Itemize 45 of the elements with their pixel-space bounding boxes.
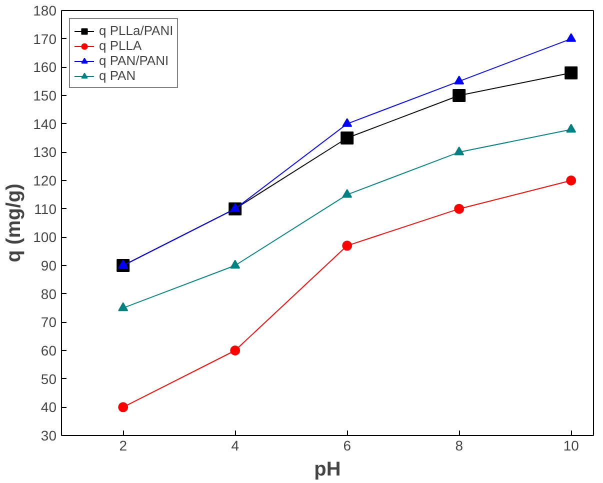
y-tick-label: 180 bbox=[33, 2, 57, 18]
point bbox=[230, 346, 240, 356]
x-tick-label: 4 bbox=[231, 438, 240, 454]
y-tick-label: 30 bbox=[40, 428, 57, 444]
y-tick-label: 110 bbox=[34, 200, 57, 217]
point bbox=[118, 260, 128, 269]
y-tick-label: 130 bbox=[33, 144, 57, 160]
legend-label: q PLLa/PANI bbox=[99, 23, 174, 38]
point bbox=[342, 118, 352, 127]
y-tick-label: 170 bbox=[33, 30, 57, 47]
point bbox=[564, 66, 578, 80]
point bbox=[566, 124, 576, 133]
point bbox=[566, 33, 576, 42]
y-tick-label: 50 bbox=[40, 370, 57, 387]
point bbox=[452, 89, 466, 102]
y-tick-label: 60 bbox=[40, 342, 57, 358]
y-tick-label: 150 bbox=[33, 88, 57, 104]
point bbox=[118, 402, 128, 412]
y-tick-label: 160 bbox=[33, 59, 57, 76]
x-tick-label: 2 bbox=[119, 438, 128, 454]
point bbox=[342, 240, 352, 251]
point bbox=[566, 176, 576, 186]
y-tick-label: 70 bbox=[40, 314, 57, 330]
point bbox=[454, 204, 464, 214]
point bbox=[342, 188, 352, 198]
point bbox=[230, 203, 240, 212]
x-tick-label: 6 bbox=[343, 438, 352, 454]
point bbox=[454, 146, 464, 156]
y-tick-label: 80 bbox=[40, 286, 57, 302]
point bbox=[340, 132, 354, 144]
y-axis-title: q (mg/g) bbox=[3, 184, 26, 262]
y-tick-label: 90 bbox=[40, 258, 57, 274]
point bbox=[454, 76, 464, 84]
x-axis-title: pH bbox=[314, 458, 341, 480]
point bbox=[118, 302, 128, 312]
x-tick-label: 8 bbox=[455, 438, 464, 454]
y-tick-label: 120 bbox=[33, 172, 57, 188]
y-tick-label: 40 bbox=[40, 399, 57, 416]
y-tick-label: 100 bbox=[33, 229, 57, 246]
x-tick-label: 10 bbox=[563, 438, 580, 454]
legend-label: q PAN/PANI bbox=[99, 53, 169, 68]
legend-label: q PAN bbox=[99, 68, 136, 83]
y-tick-label: 140 bbox=[33, 116, 57, 132]
legend-label: q PLLA bbox=[99, 38, 142, 53]
point bbox=[230, 260, 240, 269]
